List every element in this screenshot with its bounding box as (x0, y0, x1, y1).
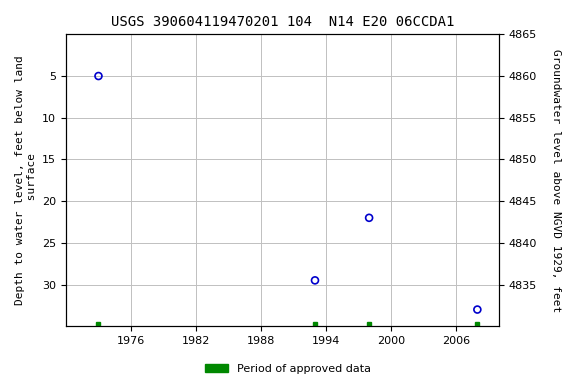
Point (94, 73, 103, 79)
Legend: Period of approved data: Period of approved data (201, 359, 375, 379)
Point (310, 277, 320, 283)
Y-axis label: Depth to water level, feet below land
 surface: Depth to water level, feet below land su… (15, 55, 37, 305)
Point (365, 215, 374, 221)
Point (473, 306, 482, 313)
Title: USGS 390604119470201 104  N14 E20 06CCDA1: USGS 390604119470201 104 N14 E20 06CCDA1 (111, 15, 454, 29)
Y-axis label: Groundwater level above NGVD 1929, feet: Groundwater level above NGVD 1929, feet (551, 49, 561, 312)
